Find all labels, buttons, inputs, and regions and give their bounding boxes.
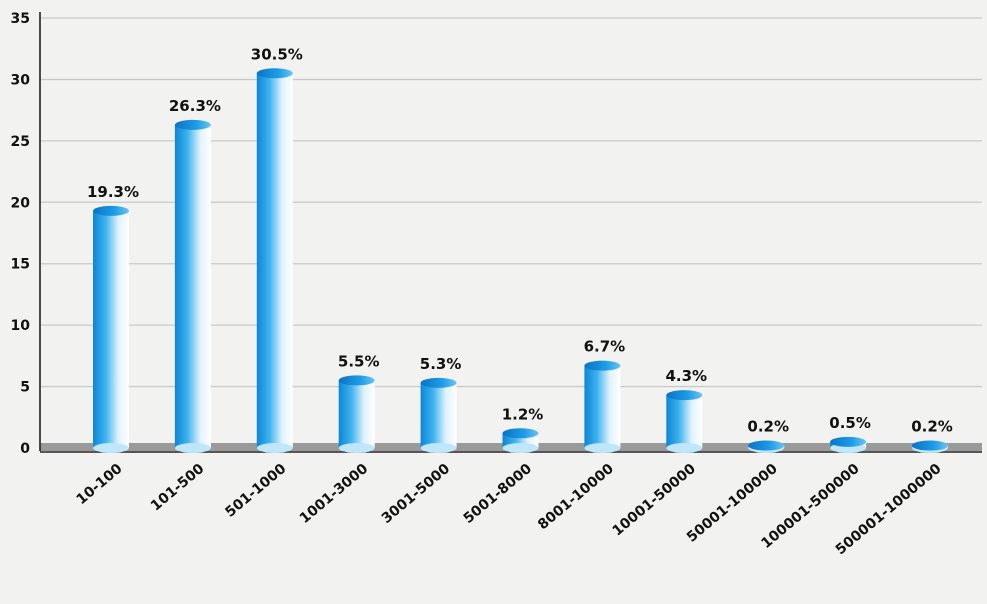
data-label: 1.2% <box>502 405 544 423</box>
bar-body <box>666 395 703 448</box>
bar <box>256 68 293 453</box>
bar-body <box>93 210 129 448</box>
y-tick-label: 25 <box>11 134 30 150</box>
y-tick-label: 20 <box>11 195 31 211</box>
x-tick-label: 101-500 <box>148 461 208 515</box>
bar <box>584 360 621 453</box>
bar-cap <box>666 390 703 401</box>
data-label: 19.3% <box>87 183 139 201</box>
bar <box>420 377 457 453</box>
y-tick-label: 10 <box>11 318 31 334</box>
bar-body <box>174 124 211 448</box>
x-tick-label: 3001-5000 <box>379 461 454 527</box>
bar-base <box>584 443 621 453</box>
bar-cap <box>174 119 211 130</box>
x-tick-label: 10-100 <box>74 461 126 508</box>
x-tick-label: 8001-10000 <box>535 461 617 534</box>
y-tick-label: 0 <box>20 441 30 457</box>
data-label: 0.2% <box>911 418 953 436</box>
bar-base <box>666 443 703 453</box>
bar <box>830 436 867 453</box>
bar <box>93 205 129 453</box>
data-label: 6.7% <box>584 338 626 356</box>
data-label: 5.5% <box>338 352 380 370</box>
bar <box>748 440 785 453</box>
y-tick-label: 35 <box>11 11 30 27</box>
axes: 0 5 10 15 20 25 30 35 <box>11 11 982 457</box>
bars <box>93 68 948 453</box>
bar-body <box>420 382 457 448</box>
data-label: 0.5% <box>829 414 871 432</box>
bar-cap <box>338 375 375 386</box>
y-tick-label: 30 <box>11 72 31 88</box>
bar-cap <box>584 360 621 371</box>
bar-cap <box>256 68 293 79</box>
data-label: 30.5% <box>251 45 303 63</box>
x-tick-label: 1001-3000 <box>297 461 372 527</box>
x-tick-label: 5001-8000 <box>461 461 536 527</box>
bar-cap <box>420 377 457 388</box>
y-tick-label: 15 <box>11 257 30 273</box>
bar-base <box>256 443 293 453</box>
bar-body <box>584 365 621 448</box>
bar-base <box>502 443 539 453</box>
bar-base <box>174 443 211 453</box>
data-label: 26.3% <box>169 97 221 115</box>
x-tick-label: 10001-50000 <box>610 461 700 540</box>
data-label: 4.3% <box>665 367 707 385</box>
bar-body <box>338 380 375 448</box>
bar-base <box>93 443 129 453</box>
x-tick-label: 501-1000 <box>222 461 289 521</box>
bar <box>912 440 948 453</box>
bar-body <box>256 73 293 449</box>
bar <box>502 428 539 453</box>
bar-cap <box>830 436 867 447</box>
bar-base <box>338 443 375 453</box>
bar-cap <box>912 440 948 451</box>
bar <box>338 375 375 453</box>
bar-cap <box>748 440 785 451</box>
bar-cap <box>93 205 129 216</box>
bar <box>174 119 211 453</box>
bar <box>666 390 703 453</box>
data-label: 0.2% <box>747 418 789 436</box>
y-tick-label: 5 <box>20 380 30 396</box>
bar-cap <box>502 428 539 439</box>
data-label: 5.3% <box>420 355 462 373</box>
bar-base <box>420 443 457 453</box>
